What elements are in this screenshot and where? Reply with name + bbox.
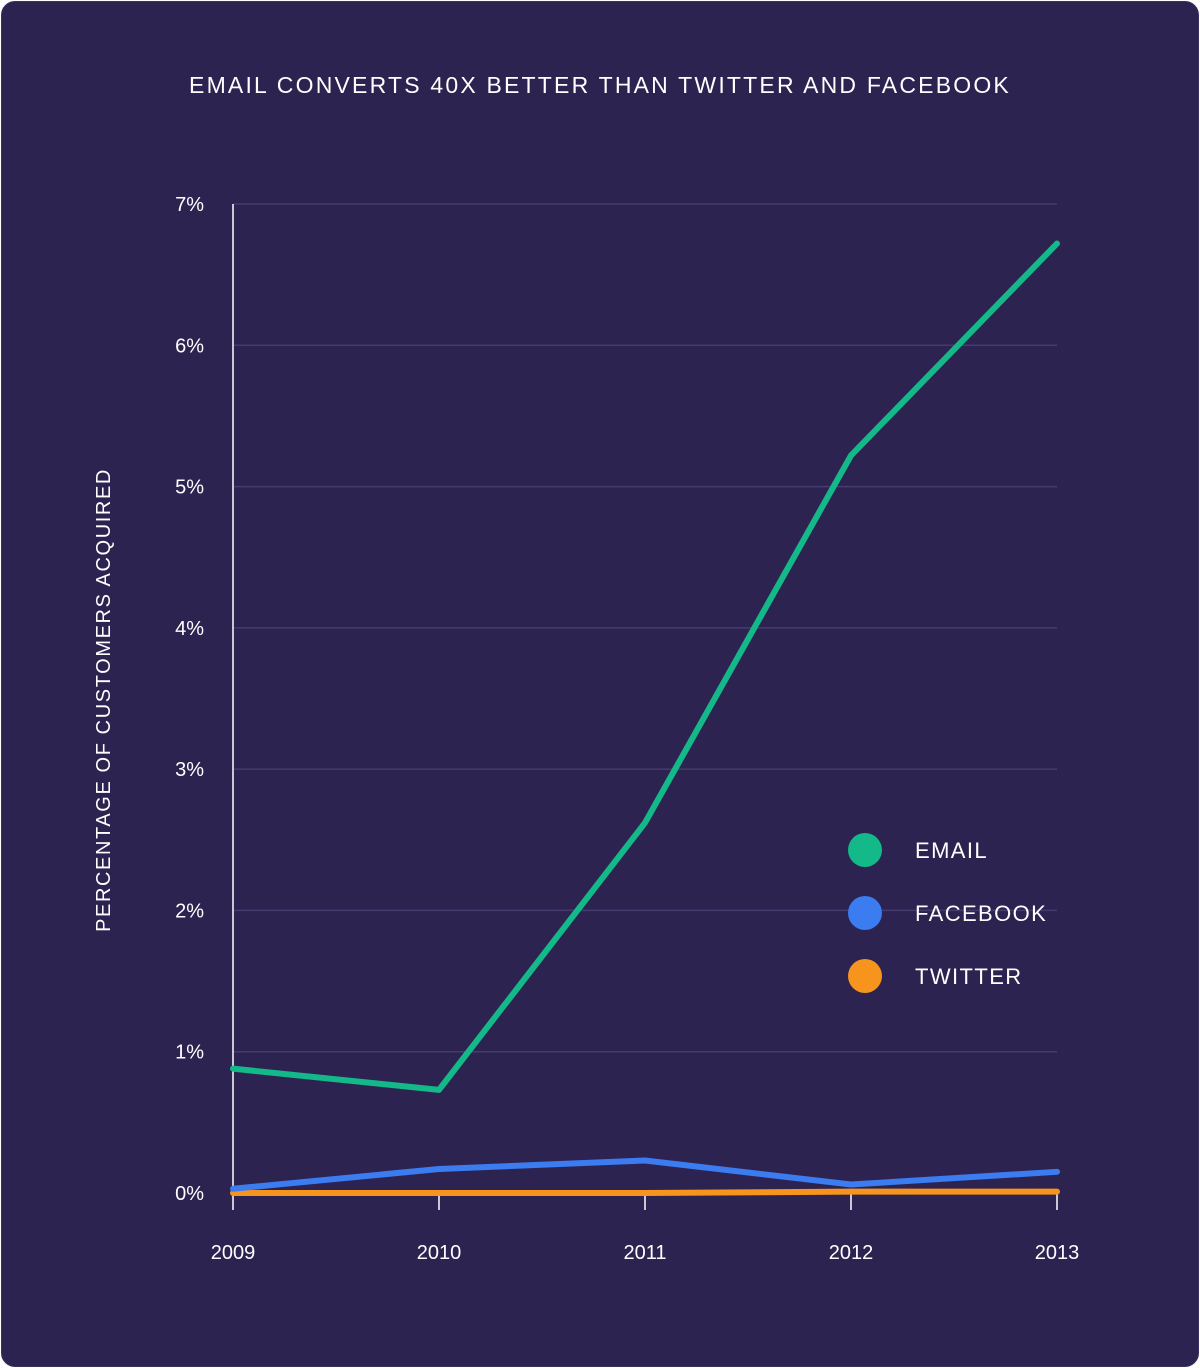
y-tick-label: 1% (175, 1042, 204, 1064)
legend: EMAIL FACEBOOK TWITTER (848, 833, 1047, 993)
y-tick-label: 3% (175, 759, 204, 781)
chart-title: EMAIL CONVERTS 40X BETTER THAN TWITTER A… (189, 72, 1011, 98)
data-point-twitter (850, 1191, 852, 1193)
series-line-email (230, 240, 1060, 1093)
y-tick-label: 0% (175, 1183, 204, 1205)
data-point-twitter (438, 1192, 440, 1194)
y-tick-label: 6% (175, 335, 204, 357)
x-tick-label: 2011 (623, 1242, 666, 1264)
legend-label-facebook: FACEBOOK (915, 901, 1047, 926)
y-tick-label: 7% (175, 194, 204, 216)
y-axis-label: PERCENTAGE OF CUSTOMERS ACQUIRED (93, 468, 115, 932)
axes: 0% 1% 2% 3% 4% 5% 6% 7% 2009 2010 2011 2012 2013 (175, 194, 1079, 1264)
data-point-email (644, 822, 646, 824)
data-point-twitter (1056, 1191, 1058, 1193)
x-tick-label: 2012 (829, 1242, 874, 1264)
gridlines (233, 203, 1057, 1053)
series-lines (230, 240, 1060, 1196)
data-point-facebook (1056, 1171, 1058, 1173)
data-point-facebook (850, 1184, 852, 1186)
data-point-facebook (438, 1168, 440, 1170)
data-point-twitter (644, 1192, 646, 1194)
y-tick-label: 5% (175, 477, 204, 499)
legend-label-email: EMAIL (915, 838, 988, 863)
data-point-email (438, 1089, 440, 1091)
data-point-email (850, 454, 852, 456)
data-point-facebook (644, 1160, 646, 1162)
legend-marker-email (848, 833, 882, 867)
data-point-email (1056, 243, 1058, 245)
y-tick-label: 2% (175, 900, 204, 922)
legend-marker-twitter (848, 959, 882, 993)
x-tick-label: 2013 (1035, 1242, 1080, 1264)
data-point-email (232, 1068, 234, 1070)
x-tick-label: 2010 (417, 1242, 462, 1264)
series-line-facebook (230, 1157, 1060, 1192)
y-tick-label: 4% (175, 618, 204, 640)
x-tick-label: 2009 (211, 1242, 256, 1264)
data-point-facebook (232, 1188, 234, 1190)
legend-label-twitter: TWITTER (915, 964, 1023, 989)
legend-marker-facebook (848, 896, 882, 930)
data-point-twitter (232, 1192, 234, 1194)
